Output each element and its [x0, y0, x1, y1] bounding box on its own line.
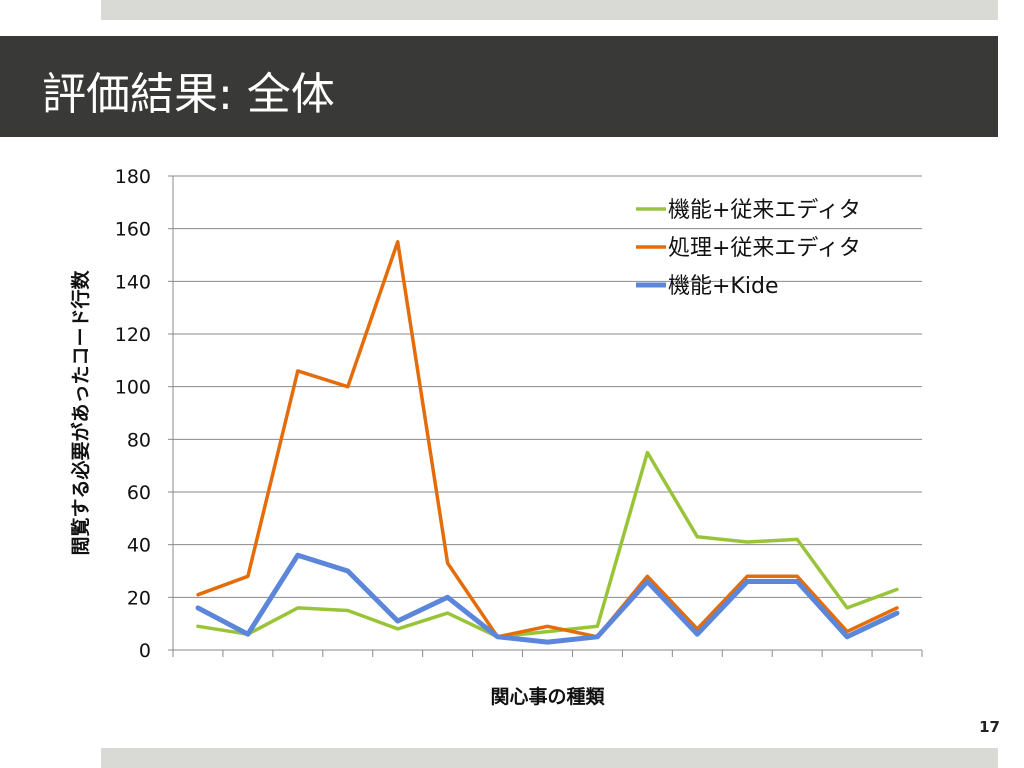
y-tick-label: 160 [115, 219, 151, 241]
y-tick-label: 140 [115, 271, 151, 293]
legend-label: 処理+従来エディタ [668, 236, 861, 261]
series-line-2 [196, 240, 899, 639]
y-tick-label: 60 [127, 482, 151, 504]
y-tick-label: 120 [115, 324, 151, 346]
top-accent-strip [101, 0, 998, 20]
bottom-accent-strip [101, 748, 998, 768]
y-axis-title: 閲覧する必要があったコード行数 [69, 270, 92, 556]
series-line-3 [195, 552, 900, 645]
y-tick-label: 40 [127, 535, 151, 557]
page-number: 17 [979, 718, 1000, 736]
y-tick-label: 80 [127, 429, 151, 451]
y-tick-label: 0 [139, 640, 151, 662]
y-tick-label: 100 [115, 377, 151, 399]
title-bar: 評価結果: 全体 [0, 36, 998, 137]
legend-label: 機能+従来エディタ [668, 198, 861, 223]
y-tick-label: 20 [127, 587, 151, 609]
y-tick-label: 180 [115, 166, 151, 188]
series-line-1 [196, 450, 899, 639]
legend-label: 機能+Kide [668, 274, 778, 299]
x-axis-title: 関心事の種類 [490, 685, 605, 708]
slide-title: 評価結果: 全体 [42, 69, 335, 120]
